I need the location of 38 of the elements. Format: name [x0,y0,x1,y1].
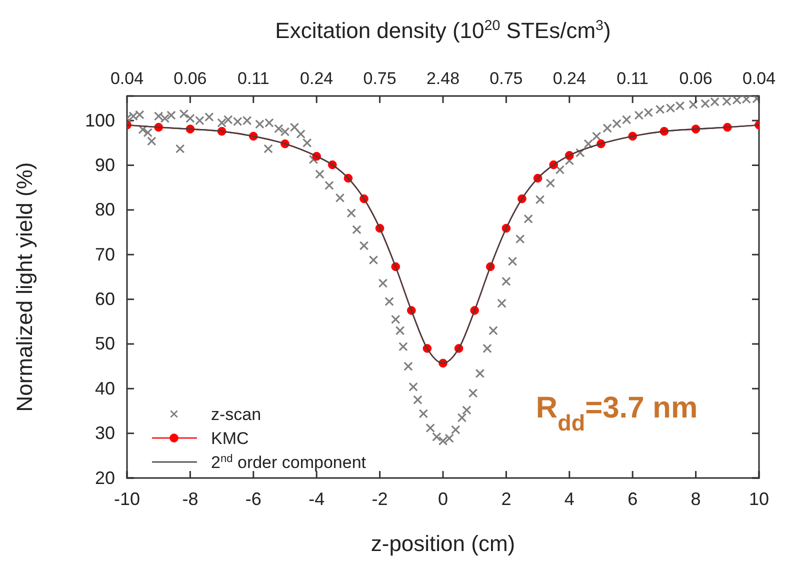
y-tick-label: 40 [94,378,115,398]
text: 0.11 [616,69,649,88]
x-axis-title: z-position (cm) [370,531,516,556]
text: 0.75 [363,69,396,88]
x-tick-label: -4 [308,488,325,509]
x-tick-label: 0 [438,488,448,509]
text: 0.24 [300,69,334,88]
y-tick-label: 80 [94,200,115,220]
annotation: R$_{dd}$=3.7 nm [536,392,698,436]
text: 0.75 [490,69,523,88]
legend-label: 2$^{nd}$ order component [211,453,366,472]
text: 0.04 [110,69,144,88]
x-tick-label: 2 [501,488,512,509]
y-tick-label: 20 [94,468,115,488]
y-tick-label: 70 [94,244,115,264]
x2-axis-title: Excitation density (10$^{20}$ STEs/cm$^{3}$) [275,18,611,43]
x-tick-label: -10 [114,488,140,509]
text: 0.24 [552,69,586,88]
text: 0.06 [679,69,712,88]
text: 0.11 [237,69,270,88]
legend-label: z-scan [211,405,262,424]
x-tick-label: -8 [182,488,198,509]
x-tick-label: 10 [748,488,770,509]
x-tick-label: -2 [372,488,388,509]
text: 0.04 [742,69,776,88]
x-tick-label: 4 [564,488,574,509]
x-tick-label: 6 [628,488,638,509]
y-tick-label: 60 [94,289,115,310]
y-tick-label: 100 [84,110,115,130]
text: 0.06 [174,69,207,88]
y-axis-title: Normalized light yield (%) [12,162,37,412]
x-tick-label: -6 [245,488,262,509]
y-tick-label: 50 [94,334,115,354]
y-tick-label: 30 [94,423,115,444]
y-tick-label: 90 [94,155,115,176]
text: 2.48 [426,69,460,88]
x-tick-label: 8 [690,488,701,509]
legend-label: KMC [211,429,249,448]
